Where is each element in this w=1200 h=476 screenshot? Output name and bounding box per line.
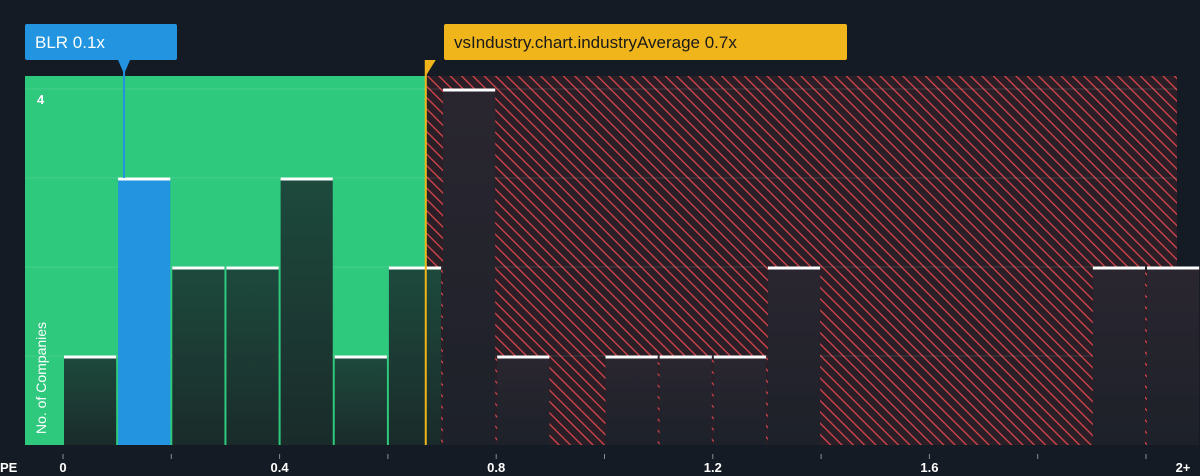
histogram-bar [280, 178, 333, 445]
y-axis-label: No. of Companies [33, 322, 49, 434]
industry-callout-label: vsIndustry.chart.industryAverage 0.7x [454, 33, 737, 52]
histogram-bar [1092, 267, 1145, 445]
histogram-bar [388, 267, 442, 445]
histogram-bar [64, 356, 117, 445]
histogram-bar [497, 356, 550, 445]
histogram-bar [172, 267, 225, 445]
industry-callout: vsIndustry.chart.industryAverage 0.7x [425, 24, 847, 76]
histogram-bar [659, 356, 712, 445]
histogram-bar [767, 267, 821, 445]
histogram-bar [226, 267, 279, 445]
histogram-bar [443, 89, 496, 445]
y-axis: 4 [37, 92, 45, 107]
company-callout-label: BLR 0.1x [35, 33, 105, 52]
x-tick-label: 1.2 [704, 460, 722, 475]
markers [123, 60, 427, 445]
company-callout: BLR 0.1x [25, 24, 177, 74]
x-tick-label: 0.8 [487, 460, 505, 475]
x-tick-label: 0.4 [271, 460, 290, 475]
histogram-bar [713, 356, 766, 445]
x-axis-label: PE [0, 460, 18, 475]
histogram-bar [605, 356, 658, 445]
x-axis: PE 0 0.4 0.8 1.2 1.6 2+ [0, 454, 1191, 475]
x-tick-label: 0 [59, 460, 66, 475]
bars [64, 88, 1200, 445]
histogram-bar [1147, 267, 1200, 445]
histogram-bar [118, 178, 171, 445]
histogram-bar [334, 356, 387, 445]
x-tick-label: 2+ [1176, 460, 1191, 475]
y-tick-label: 4 [37, 92, 45, 107]
x-tick-label: 1.6 [920, 460, 938, 475]
